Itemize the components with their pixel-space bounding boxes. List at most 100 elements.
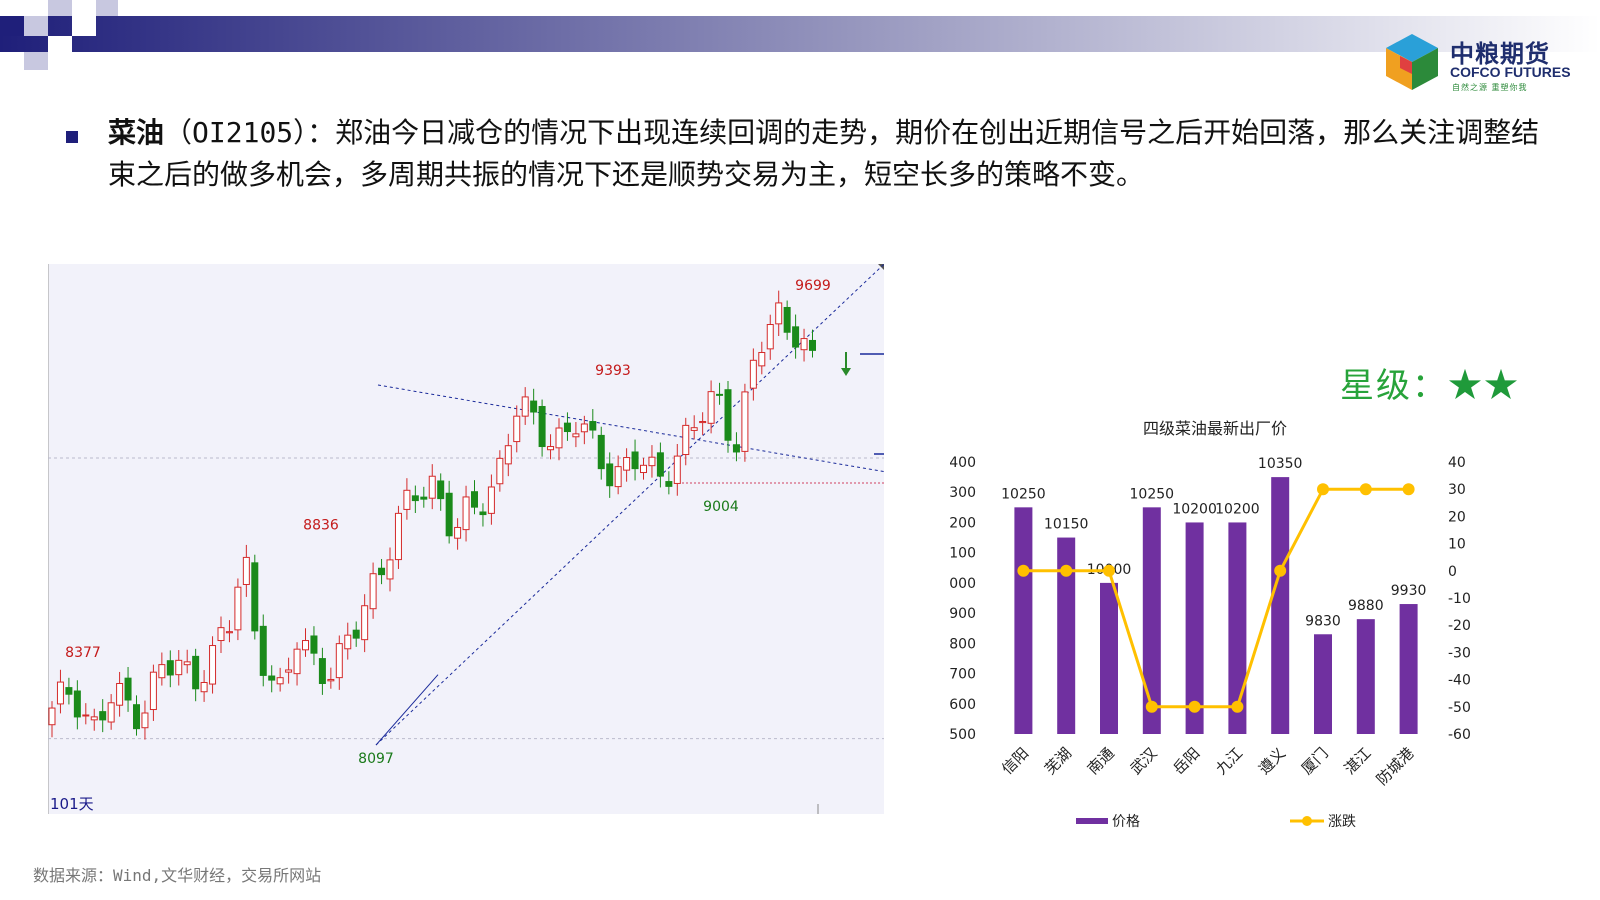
bar-value-label: 10350 [1258,456,1303,472]
candle-body [471,491,478,508]
price-bars: 1025010150100001025010200102001035098309… [1001,456,1426,734]
change-point [1274,564,1287,577]
bar-value-label: 10150 [1044,517,1089,533]
right-tick-label: 30 [1448,482,1466,498]
candle [707,380,715,434]
candle-body [547,446,555,451]
candle [411,485,419,513]
candle [775,290,783,337]
right-tick-label: -30 [1448,645,1471,661]
candle-body [192,655,200,690]
left-tick-label: 10100 [950,546,976,562]
candle [225,620,233,643]
candle-body [513,415,521,443]
candle-body [792,326,800,348]
candle-body [809,339,816,351]
candle-body [420,496,428,500]
candle-body [673,455,681,484]
analysis-paragraph: 菜油（OI2105）：郑油今日减仓的情况下出现连续回调的走势，期价在创出近期信号… [108,112,1558,196]
candle-body [656,452,664,477]
legend-line-marker [1302,816,1312,826]
left-tick-label: 10400 [950,455,976,471]
candle-body [217,627,225,642]
category-label: 九江 [1212,744,1246,778]
candle [73,680,81,730]
candle-body [310,635,318,654]
candle [690,415,698,440]
candle-body [623,457,631,471]
left-tick-label: 9900 [950,606,976,622]
chart-title: 四级菜油最新出厂价 [1143,420,1287,438]
candle-body [166,660,174,676]
candle [90,708,98,731]
candle-body [555,427,563,449]
candle [420,486,428,508]
candle-body [437,480,445,500]
candle [116,671,124,717]
candle [640,457,647,480]
candle-body [487,486,495,514]
candle-body [234,586,242,631]
left-tick-label: 10300 [950,485,976,501]
candle [200,670,208,702]
legend-bar-swatch [1076,818,1108,824]
candle [673,443,681,496]
category-label: 湛江 [1341,744,1375,778]
corner-marker-icon [876,262,884,270]
left-tick-label: 9700 [950,667,976,683]
candle [310,626,318,666]
candle-body [116,683,124,706]
candle-body [682,424,690,456]
candle-body [259,625,267,676]
candle [606,452,614,498]
bar-value-label: 9880 [1348,598,1384,614]
candle [234,578,242,641]
candle-body [335,643,343,679]
candle [124,666,132,712]
candle [487,474,495,525]
candle-body [73,690,81,718]
change-point [1017,564,1030,577]
candle [699,412,707,436]
candlestick-chart: 8377 8836 8097 9393 9004 9699 101天 [47,262,885,814]
price-label: 9004 [703,499,739,515]
candle-body [699,421,707,424]
rating-stars: ★★ [1448,366,1520,406]
candle [158,652,166,686]
cube-logo-icon [1386,34,1438,90]
candle [99,699,107,733]
uptrend-line [375,263,885,746]
left-tick-label: 9500 [950,727,976,743]
logo-english-name: COFCO FUTURES [1450,64,1571,80]
candle [369,562,377,619]
candlestick-chart-panel: 8377 8836 8097 9393 9004 9699 101天 [47,262,908,834]
candle-body [56,681,64,705]
candle-body [285,669,293,673]
candle-body [251,562,259,632]
bar-value-label: 9830 [1305,613,1341,629]
candle [589,409,597,439]
candle [445,480,453,544]
candle [285,657,293,684]
candle [209,636,217,694]
trend-lines [375,263,885,746]
candle-body [65,687,73,695]
price-label: 9699 [795,278,831,294]
candle-body [225,631,233,634]
period-label: 101天 [50,795,94,813]
candle-body [403,489,411,510]
candle-body [445,492,453,537]
category-label: 南通 [1084,744,1118,778]
candle [614,455,622,495]
candle-body [209,645,217,685]
candle [276,667,284,692]
candle [192,648,200,702]
candle [352,621,360,647]
candle-body [90,716,98,721]
logo-chinese-name: 中粮期货 [1450,40,1550,68]
right-tick-label: 40 [1448,455,1466,471]
candle [318,647,326,695]
left-tick-label: 9600 [950,697,976,713]
candle-body [766,324,774,350]
candle [758,341,766,375]
